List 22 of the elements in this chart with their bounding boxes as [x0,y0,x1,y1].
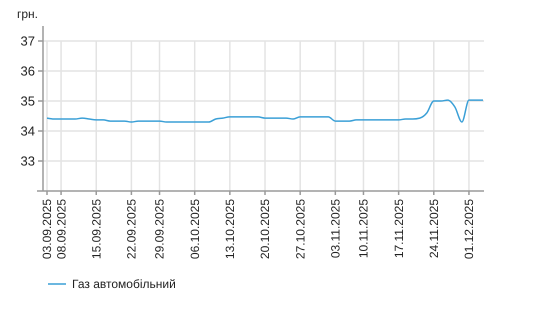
y-tick-label: 36 [20,64,35,79]
y-axis-title: грн. [17,7,38,21]
x-tick-label: 24.11.2025 [426,198,441,258]
x-tick-label: 29.09.2025 [152,198,167,260]
legend-label: Газ автомобільний [72,277,176,292]
x-tick-label: 15.09.2025 [89,198,104,260]
x-tick-label: 13.10.2025 [223,198,238,260]
x-tick-label: 08.09.2025 [54,198,68,260]
line-series [46,99,484,123]
y-tick-label: 37 [20,34,35,49]
y-tick-label: 33 [20,154,35,169]
x-tick-label: 03.11.2025 [328,198,343,258]
x-tick-label: 17.11.2025 [392,198,406,258]
x-tick-label: 27.10.2025 [293,198,308,260]
x-tick-label: 01.12.2025 [462,198,476,260]
x-tick-label: 20.10.2025 [258,198,272,260]
x-tick-label: 10.11.2025 [356,198,371,258]
x-tick-label: 22.09.2025 [124,198,139,260]
x-tick-label: 03.09.2025 [40,198,54,260]
y-tick-label: 35 [20,94,35,109]
x-tick-label: 06.10.2025 [188,198,202,260]
y-tick-label: 34 [20,124,35,139]
